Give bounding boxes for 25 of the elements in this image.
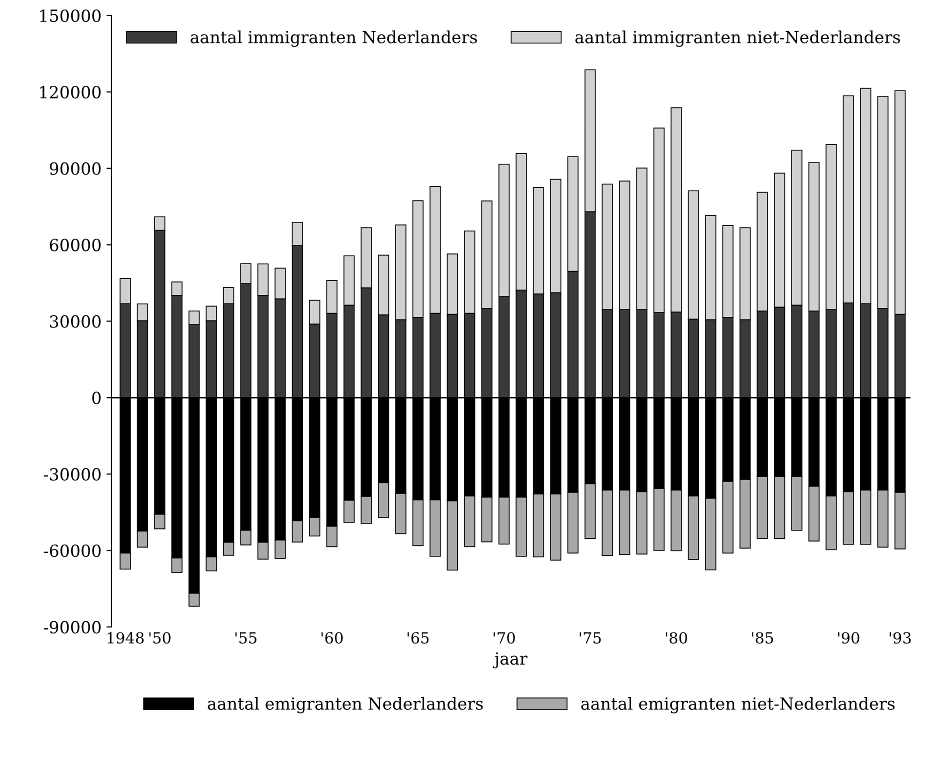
y-tick-label: 150000 — [40, 9, 101, 22]
x-tick-label: '90 — [838, 632, 860, 644]
x-axis-title: jaar — [492, 652, 528, 668]
y-tick-label: 90000 — [50, 162, 101, 175]
x-tick-label: '85 — [752, 632, 773, 644]
x-tick-label: '65 — [408, 632, 429, 644]
y-tick-label: 60000 — [50, 238, 101, 252]
y-tick-label: -60000 — [44, 544, 101, 558]
x-tick-label: 1948 — [108, 632, 144, 644]
x-tick-label: '80 — [666, 632, 688, 644]
y-tick-label: 30000 — [50, 315, 101, 328]
x-tick-label: '93 — [890, 632, 911, 644]
x-tick-label: '55 — [235, 632, 256, 644]
y-tick-label: -30000 — [44, 468, 101, 481]
x-tick-label: '60 — [322, 632, 343, 644]
x-tick-label: '50 — [149, 632, 170, 644]
x-tick-label: '70 — [494, 632, 515, 644]
legend-label: aantal emigranten Nederlanders — [208, 696, 483, 714]
legend-label: aantal emigranten niet-Nederlanders — [581, 696, 895, 714]
legend-label: aantal immigranten niet-Nederlanders — [575, 30, 900, 47]
y-tick-label: 120000 — [40, 86, 101, 98]
y-tick-label: -90000 — [44, 620, 101, 634]
y-tick-label: 0 — [92, 392, 101, 404]
legend-label: aantal immigranten Nederlanders — [190, 30, 477, 47]
x-tick-label: '75 — [580, 632, 601, 644]
